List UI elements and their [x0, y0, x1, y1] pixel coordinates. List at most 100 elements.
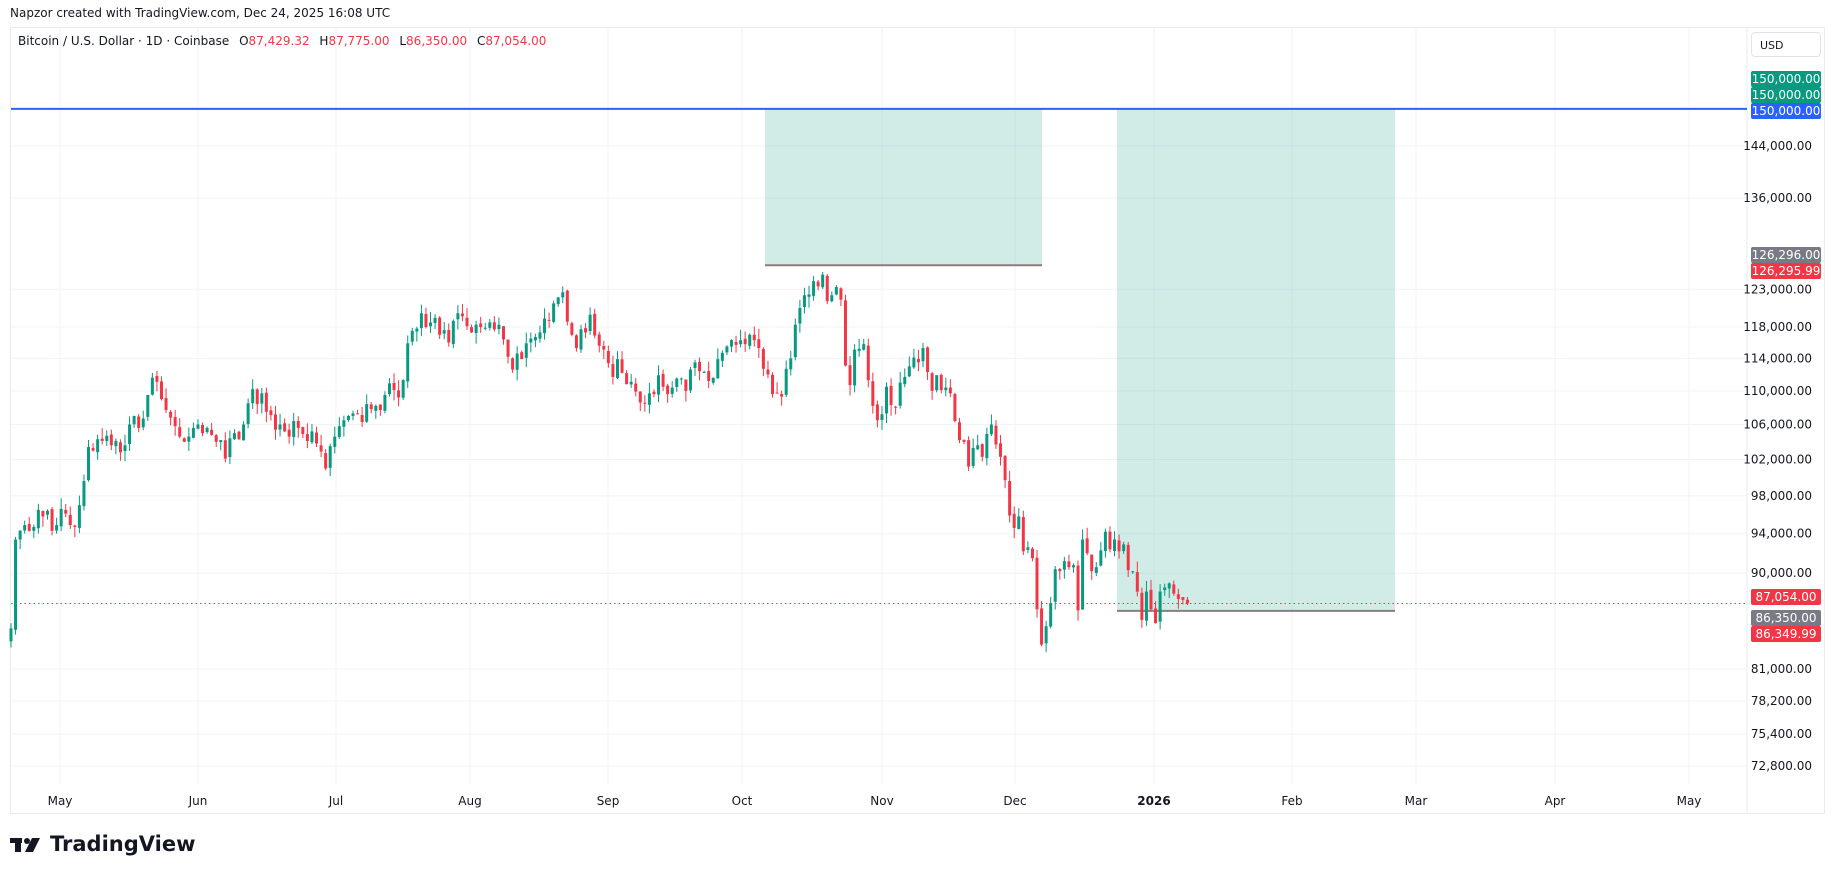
long-position-zone[interactable]: [765, 108, 1042, 266]
candle-body: [784, 368, 788, 395]
candle-body: [702, 372, 706, 374]
currency-button[interactable]: USD: [1751, 32, 1821, 57]
candle-body: [292, 421, 296, 437]
candle-body: [520, 352, 524, 360]
price-axis-label: 114,000.00: [1743, 351, 1812, 365]
price-tag: 86,350.00: [1751, 609, 1821, 626]
candle-body: [962, 439, 966, 442]
candle-body: [201, 425, 205, 434]
open-label: O: [239, 34, 249, 48]
candle-body: [1003, 456, 1007, 481]
candle-body: [574, 335, 578, 349]
candle-body: [1081, 539, 1085, 610]
candle-body: [164, 398, 168, 411]
candle-body: [159, 381, 163, 400]
candle-body: [620, 359, 624, 373]
candle-body: [68, 514, 72, 526]
candle-body: [889, 385, 893, 405]
candle-body: [561, 292, 565, 298]
candle-body: [365, 404, 369, 422]
time-axis-label: Aug: [458, 794, 481, 808]
price-axis[interactable]: 144,000.00 136,000.00 123,000.00 118,000.00…: [1743, 139, 1812, 773]
candle-body: [1094, 567, 1098, 573]
time-axis-label: 2026: [1137, 794, 1170, 808]
candle-body: [926, 347, 930, 373]
time-axis[interactable]: May Jun Jul Aug Sep Oct Nov Dec 2026 Feb Mar Apr May: [48, 794, 1702, 808]
candle-body: [1113, 539, 1117, 551]
close-value: 87,054.00: [485, 34, 547, 48]
candle-body: [146, 394, 150, 417]
candle-body: [346, 415, 350, 420]
candle-body: [451, 320, 455, 345]
candle-body: [634, 383, 638, 392]
candle-body: [1158, 591, 1162, 622]
candle-body: [32, 526, 36, 531]
candle-body: [588, 314, 592, 331]
candle-body: [980, 444, 984, 457]
candle-body: [529, 338, 533, 343]
candle-body: [1008, 481, 1012, 516]
price-axis-label: 90,000.00: [1751, 566, 1812, 580]
candle-body: [985, 433, 989, 459]
candle-body: [976, 445, 980, 450]
candle-body: [857, 348, 861, 351]
candle-body: [1126, 544, 1130, 571]
candle-body: [77, 505, 81, 528]
candle-body: [369, 404, 373, 410]
candle-body: [684, 379, 688, 391]
candle-body: [315, 432, 319, 444]
candle-body: [606, 351, 610, 364]
candle-body: [994, 425, 998, 445]
candle-body: [761, 349, 765, 369]
candle-body: [9, 628, 13, 642]
candle-body: [989, 424, 993, 435]
candle-body: [287, 429, 291, 437]
price-tag: 150,000.00: [1751, 70, 1821, 87]
candle-body: [141, 418, 145, 428]
candle-body: [825, 275, 829, 302]
candle-body: [123, 445, 127, 452]
candle-body: [1012, 513, 1016, 528]
candle-body: [1076, 565, 1080, 611]
candle-body: [442, 330, 446, 334]
candle-body: [752, 334, 756, 341]
candle-body: [853, 349, 857, 386]
candle-body: [935, 375, 939, 391]
candle-body: [36, 509, 40, 529]
candle-body: [552, 303, 556, 322]
candle-body: [716, 359, 720, 379]
symbol-title: Bitcoin / U.S. Dollar · 1D · Coinbase: [18, 34, 230, 48]
candle-body: [771, 374, 775, 395]
position-zones[interactable]: [765, 108, 1395, 612]
tradingview-logo[interactable]: TradingView: [10, 832, 195, 856]
candle-body: [82, 481, 86, 507]
candle-body: [187, 436, 191, 442]
candle-body: [397, 390, 401, 398]
candle-body: [137, 416, 141, 428]
candle-body: [251, 389, 255, 404]
time-axis-label: Jun: [188, 794, 208, 808]
candle-body: [228, 438, 232, 458]
time-axis-label: May: [1677, 794, 1702, 808]
grid-lines: [11, 28, 1748, 813]
candle-body: [214, 435, 218, 442]
long-position-zone[interactable]: [1117, 108, 1395, 611]
candle-body: [670, 387, 674, 394]
time-axis-label: Oct: [732, 794, 753, 808]
candle-body: [378, 404, 382, 411]
candle-body: [1135, 572, 1139, 592]
candle-body: [150, 377, 154, 395]
candle-body: [1176, 594, 1180, 599]
candle-body: [328, 446, 332, 468]
candle-body: [524, 343, 528, 358]
candle-body: [474, 324, 478, 333]
candle-body: [661, 373, 665, 387]
candle-body: [223, 440, 227, 459]
candle-body: [1067, 561, 1071, 568]
candle-body: [866, 345, 870, 381]
candle-body: [50, 509, 54, 531]
candle-body: [406, 343, 410, 382]
candle-body: [757, 339, 761, 349]
candle-body: [232, 433, 236, 440]
